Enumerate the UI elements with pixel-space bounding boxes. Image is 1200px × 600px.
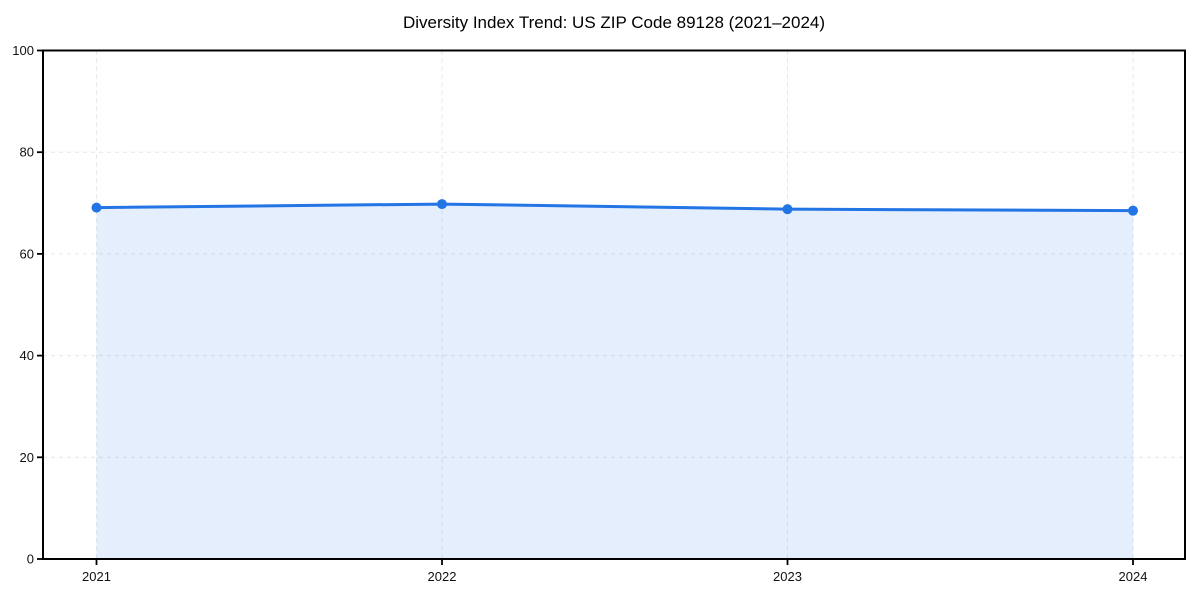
plot-frame [42,49,1186,560]
x-tick-label: 2023 [773,569,802,584]
x-tick-label: 2022 [428,569,457,584]
x-tick-label: 2021 [82,569,111,584]
y-tick-label: 100 [12,43,34,58]
trend-line [95,202,1135,213]
data-point-marker [1128,205,1138,216]
data-point-marker [437,199,447,210]
area-fill [96,204,1133,559]
x-tick-label: 2024 [1119,569,1148,584]
y-tick-label: 80 [20,145,34,160]
y-tick-label: 60 [20,246,34,261]
chart-title: Diversity Index Trend: US ZIP Code 89128… [402,13,826,32]
y-tick-label: 20 [20,450,34,465]
data-point-marker [782,204,793,215]
y-tick-label: 0 [27,552,34,567]
y-tick-label: 40 [20,348,34,363]
data-point-marker [91,202,102,213]
